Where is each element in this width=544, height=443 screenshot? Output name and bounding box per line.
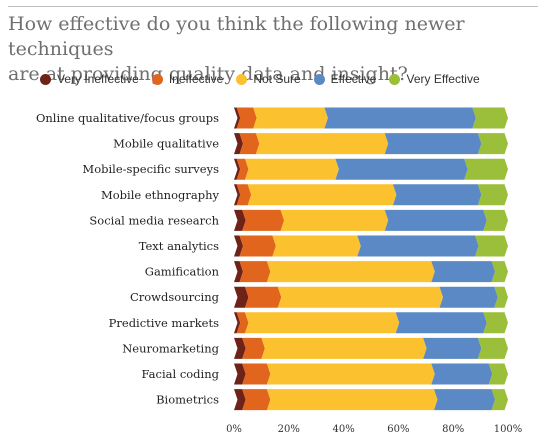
legend-label: Ineffective bbox=[168, 72, 224, 86]
legend-label: Very Effective bbox=[406, 72, 480, 86]
category-label: Text analytics bbox=[139, 239, 219, 253]
bar-segment bbox=[431, 261, 496, 283]
bar-segment bbox=[475, 235, 508, 257]
legend-swatch bbox=[151, 73, 163, 85]
bar-segment bbox=[245, 286, 282, 308]
bar-segment bbox=[472, 107, 508, 129]
bar-segment bbox=[234, 261, 243, 283]
bar-segment bbox=[280, 209, 389, 231]
bar-segment bbox=[483, 209, 508, 231]
bar-segment bbox=[464, 158, 508, 180]
bar-segment bbox=[439, 286, 498, 308]
bar-segment bbox=[247, 184, 397, 206]
bar-segment bbox=[245, 158, 339, 180]
category-label: Mobile qualitative bbox=[113, 137, 219, 151]
bar-segment bbox=[234, 312, 241, 334]
bar-segment bbox=[266, 363, 435, 385]
bar-segment bbox=[395, 312, 487, 334]
bar-segment bbox=[236, 184, 252, 206]
chart-title: How effective do you think the following… bbox=[8, 12, 538, 87]
bar-segment bbox=[491, 261, 508, 283]
category-label: Predictive markets bbox=[109, 316, 219, 330]
bar-segment bbox=[234, 235, 243, 257]
category-label: Facial coding bbox=[141, 367, 219, 381]
bar-segment bbox=[488, 363, 508, 385]
bar-segment bbox=[266, 261, 435, 283]
x-tick-label: 60% bbox=[387, 424, 409, 435]
bar-segment bbox=[477, 133, 508, 155]
bar-segment bbox=[324, 107, 476, 129]
bar-segment bbox=[384, 209, 487, 231]
x-tick-label: 80% bbox=[442, 424, 464, 435]
bar-segment bbox=[234, 133, 243, 155]
bar-segment bbox=[357, 235, 479, 257]
bar-segment bbox=[242, 337, 265, 359]
category-label: Neuromarketing bbox=[122, 341, 219, 355]
bar-segment bbox=[477, 184, 508, 206]
legend-item: Effective bbox=[313, 72, 377, 86]
category-label: Mobile ethnography bbox=[101, 188, 220, 202]
legend-label: Effective bbox=[330, 72, 377, 86]
bar-segment bbox=[236, 158, 249, 180]
bar-segment bbox=[234, 389, 246, 411]
bar-segment bbox=[239, 133, 260, 155]
legend-item: Very Effective bbox=[389, 72, 480, 86]
bar-segment bbox=[335, 158, 468, 180]
bar-segment bbox=[234, 158, 241, 180]
category-label: Biometrics bbox=[156, 393, 219, 407]
category-label: Crowdsourcing bbox=[130, 290, 220, 304]
legend-item: Ineffective bbox=[151, 72, 224, 86]
legend-swatch bbox=[313, 73, 325, 85]
bar-segment bbox=[236, 312, 249, 334]
x-tick-label: 20% bbox=[278, 424, 300, 435]
legend-swatch bbox=[236, 73, 248, 85]
bar-segment bbox=[277, 286, 443, 308]
legend-item: Not Sure bbox=[236, 72, 301, 86]
bar-segment bbox=[239, 235, 276, 257]
bar-segment bbox=[423, 337, 482, 359]
bar-segment bbox=[234, 286, 249, 308]
category-label: Gamification bbox=[145, 265, 220, 279]
title-line-1: How effective do you think the following… bbox=[8, 13, 465, 60]
title-line-2: are at providing quality data and insigh… bbox=[8, 63, 408, 85]
top-rule bbox=[8, 6, 538, 7]
legend-label: Not Sure bbox=[253, 72, 301, 86]
category-label: Social media research bbox=[89, 213, 219, 227]
bar-segment bbox=[272, 235, 361, 257]
legend-swatch bbox=[40, 73, 51, 85]
bar-segment bbox=[392, 184, 482, 206]
legend-item: Very Ineffective bbox=[40, 72, 139, 86]
bar-segment bbox=[494, 286, 508, 308]
bar-segment bbox=[234, 107, 241, 129]
bar-segment bbox=[245, 312, 400, 334]
x-tick-label: 100% bbox=[494, 424, 523, 435]
bar-segment bbox=[236, 107, 257, 129]
legend: Very Ineffective Ineffective Not Sure Effec… bbox=[40, 70, 493, 88]
bar-segment bbox=[483, 312, 508, 334]
legend-swatch bbox=[389, 73, 401, 85]
bar-segment bbox=[242, 363, 271, 385]
legend-label: Very Ineffective bbox=[57, 72, 139, 86]
x-tick-label: 40% bbox=[332, 424, 354, 435]
bar-segment bbox=[253, 107, 328, 129]
bar-segment bbox=[234, 337, 246, 359]
category-label: Online qualitative/focus groups bbox=[36, 111, 219, 125]
bar-segment bbox=[255, 133, 389, 155]
bar-segment bbox=[384, 133, 482, 155]
bar-segment bbox=[477, 337, 508, 359]
bar-segment bbox=[234, 184, 241, 206]
bar-segment bbox=[239, 261, 271, 283]
bar-segment bbox=[242, 389, 271, 411]
bar-segment bbox=[242, 209, 285, 231]
bar-segment bbox=[266, 389, 438, 411]
bar-segment bbox=[234, 209, 246, 231]
bar-segment bbox=[491, 389, 508, 411]
bar-segment bbox=[234, 363, 246, 385]
x-tick-label: 0% bbox=[226, 424, 242, 435]
category-label: Mobile-specific surveys bbox=[82, 162, 219, 176]
bar-segment bbox=[261, 337, 427, 359]
bar-segment bbox=[434, 389, 496, 411]
bar-segment bbox=[431, 363, 493, 385]
